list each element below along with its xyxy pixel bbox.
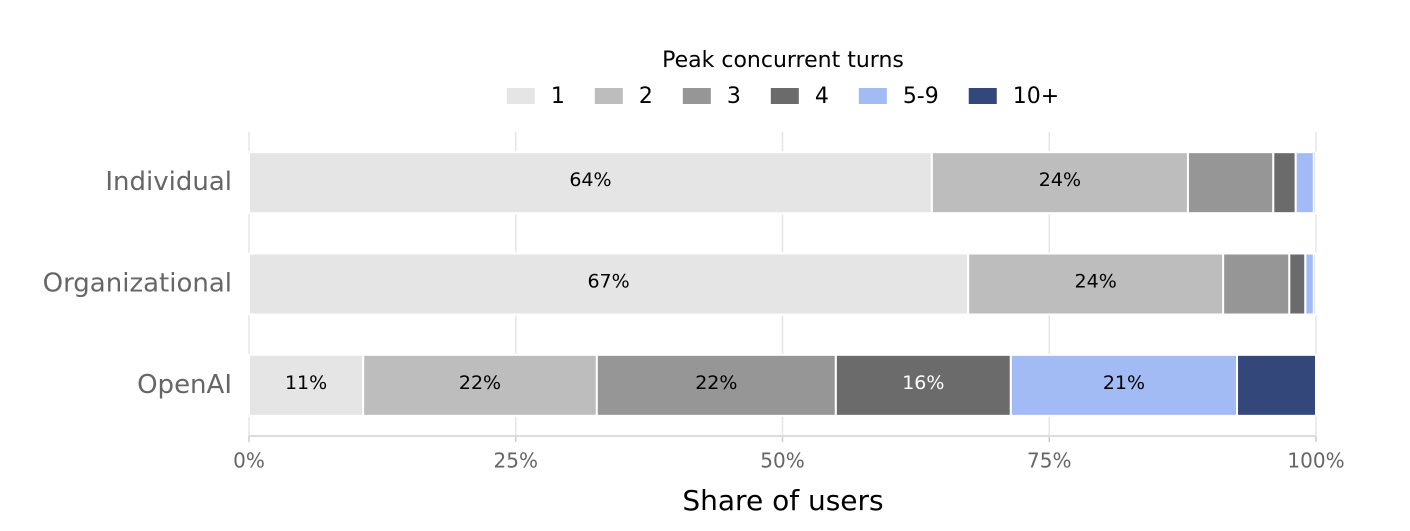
legend-swatch	[968, 88, 997, 104]
legend-label: 3	[727, 84, 741, 109]
data-label: 21%	[1103, 372, 1145, 394]
bar-segment	[248, 353, 365, 417]
data-label: 24%	[1039, 169, 1081, 191]
x-axis-label: Share of users	[682, 484, 883, 517]
data-label: 16%	[902, 372, 944, 394]
bar-segment	[1294, 151, 1315, 215]
data-label: 64%	[569, 169, 611, 191]
data-label: 67%	[587, 271, 629, 293]
bar-segment	[930, 151, 1189, 215]
y-tick-label: Individual	[105, 167, 232, 197]
legend-label: 2	[639, 84, 653, 109]
legend-swatch	[506, 88, 535, 104]
bar-segment	[1288, 252, 1307, 316]
bar-segment	[1272, 151, 1297, 215]
y-tick-label: OpenAI	[137, 370, 232, 400]
bar-segment	[1222, 252, 1291, 316]
bar-segment	[1312, 252, 1317, 316]
legend-swatch	[594, 88, 623, 104]
bar-segment	[1186, 151, 1275, 215]
x-tick-label: 25%	[494, 449, 538, 473]
x-tick-label: 0%	[233, 449, 265, 473]
bar-segment	[1009, 353, 1239, 417]
legend-label: 10+	[1013, 84, 1059, 109]
x-tick-label: 100%	[1287, 449, 1344, 473]
data-label: 11%	[285, 372, 327, 394]
data-label: 22%	[695, 372, 737, 394]
bar-segment	[595, 353, 837, 417]
data-label: 22%	[459, 372, 501, 394]
bar-segment	[248, 151, 933, 215]
bar-segment	[1236, 353, 1317, 417]
data-label: 24%	[1075, 271, 1117, 293]
bar-segment	[1312, 151, 1317, 215]
legend-swatch	[682, 88, 711, 104]
x-tick-label: 50%	[760, 449, 804, 473]
bar-segment	[967, 252, 1225, 316]
bar-segment	[1304, 252, 1315, 316]
legend-label: 5-9	[903, 84, 939, 109]
y-tick-label: Organizational	[43, 269, 232, 299]
legend-label: 1	[551, 84, 565, 109]
legend-title: Peak concurrent turns	[662, 48, 904, 73]
legend-label: 4	[815, 84, 829, 109]
legend-swatch	[858, 88, 887, 104]
bar-segment	[362, 353, 598, 417]
legend-swatch	[770, 88, 799, 104]
x-tick-label: 75%	[1027, 449, 1071, 473]
